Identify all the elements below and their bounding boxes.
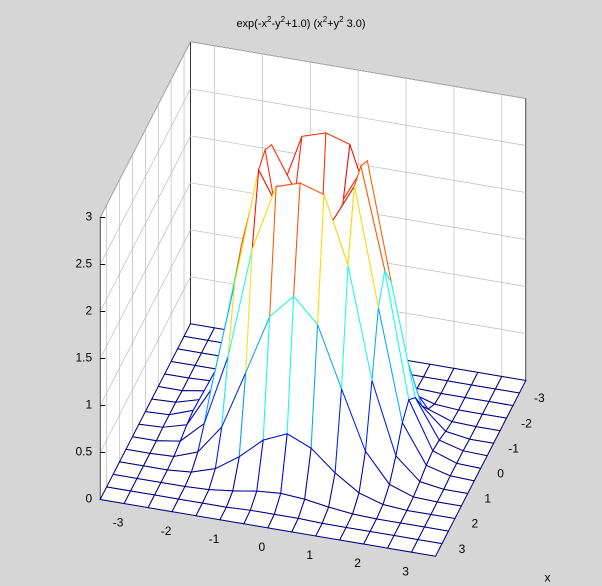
y-tick-label: -1 xyxy=(209,532,220,546)
z-tick-label: 1.5 xyxy=(76,351,93,365)
x-tick-label: 1 xyxy=(484,492,491,506)
title-superscript: 2 xyxy=(267,15,272,24)
z-tick-label: 3 xyxy=(86,210,93,224)
title-superscript: 2 xyxy=(339,15,344,24)
x-tick-label: -1 xyxy=(508,441,519,455)
z-tick-label: 0 xyxy=(86,492,93,506)
y-tick-label: 2 xyxy=(354,556,361,570)
title-part: -y xyxy=(271,18,281,30)
y-tick-label: 3 xyxy=(402,564,409,578)
z-tick-label: 2.5 xyxy=(76,257,93,271)
title-part: exp(-x xyxy=(236,18,267,30)
y-tick-label: -2 xyxy=(161,524,172,538)
y-tick-label: 0 xyxy=(259,540,266,554)
mesh-cell xyxy=(410,539,443,557)
chart-title: exp(-x2-y2+1.0) (x2+y2 3.0) xyxy=(236,15,365,30)
y-tick-label: -3 xyxy=(113,516,124,530)
z-tick-label: 0.5 xyxy=(76,445,93,459)
x-tick-label: -3 xyxy=(534,391,545,405)
z-tick-label: 2 xyxy=(86,304,93,318)
x-tick-label: 3 xyxy=(459,542,466,556)
x-axis-label: x xyxy=(545,570,551,584)
title-part: +1.0) (x xyxy=(285,18,323,30)
title-part: 3.0) xyxy=(344,18,366,30)
title-superscript: 2 xyxy=(281,15,286,24)
x-tick-label: 2 xyxy=(472,517,479,531)
title-part: +y xyxy=(327,18,339,30)
title-superscript: 2 xyxy=(323,15,328,24)
x-tick-label: -2 xyxy=(521,416,532,430)
x-tick-label: 0 xyxy=(497,467,504,481)
y-tick-label: 1 xyxy=(306,548,313,562)
z-tick-label: 1 xyxy=(86,398,93,412)
